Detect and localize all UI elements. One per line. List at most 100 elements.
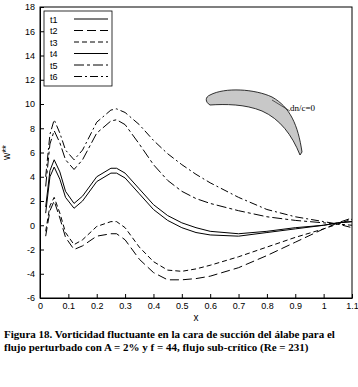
y-tick-label: 10 [25,99,35,109]
legend: t1t2 t3t4 t5t6 [44,11,112,86]
series-line [46,120,352,225]
y-tick-label: -4 [27,269,35,279]
y-tick-mark [40,153,44,154]
x-tick-mark [324,294,325,298]
legend-swatch [74,42,108,43]
x-tick-label: 0.3 [119,301,132,311]
x-tick: 0.4 [148,294,161,311]
y-axis-title: w** [1,145,12,161]
blade-inset [206,90,302,155]
legend-swatch [74,53,108,54]
y-tick-mark [40,80,44,81]
y-tick: 2 [30,196,44,206]
series-line [46,167,352,236]
legend-label: t1 [50,15,58,25]
y-tick-mark [40,225,44,226]
x-tick-label: 0 [38,301,43,311]
x-tick-label: 1.1 [346,301,358,311]
y-tick-label: -6 [27,293,35,303]
series-line [46,109,352,228]
y-tick: -2 [27,245,44,255]
y-axis: -6 -4 -2 0 2 4 6 8 10 12 14 16 18 [25,2,44,303]
x-tick: 0.7 [233,294,246,311]
y-tick-label: 16 [25,27,35,37]
x-tick-mark [153,294,154,298]
y-tick-label: 18 [25,2,35,12]
y-tick: 12 [25,75,44,85]
y-tick-label: 2 [30,196,35,206]
x-axis: 0 0.1 0.2 0.3 0.4 0.5 0.6 0.7 0.8 0.9 1 1.1 [38,294,358,311]
x-tick-mark [97,294,98,298]
y-tick: 6 [30,148,44,158]
y-tick-mark [40,56,44,57]
y-tick-label: -2 [27,245,35,255]
y-tick: 4 [30,172,44,182]
plot-frame [40,7,352,298]
legend-swatch [74,19,108,20]
x-tick-label: 0.9 [290,301,303,311]
y-tick: -4 [27,269,44,279]
x-tick: 1 [322,294,327,311]
x-tick: 0.6 [204,294,217,311]
legend-swatch [74,30,108,31]
y-tick-mark [40,250,44,251]
x-tick-label: 0.4 [148,301,161,311]
y-tick-mark [40,274,44,275]
y-tick: 10 [25,99,44,109]
x-tick-mark [182,294,183,298]
x-tick-label: 0.7 [233,301,246,311]
x-tick-label: 0.6 [204,301,217,311]
y-tick-mark [40,7,44,8]
y-tick-label: 14 [25,51,35,61]
y-tick-mark [40,298,44,299]
y-tick-mark [40,104,44,105]
plot: 0 0.1 0.2 0.3 0.4 0.5 0.6 0.7 0.8 0.9 1 1.1 -6 -4 -2 0 2… [25,2,358,311]
lines [46,109,352,280]
annotation: dn/c=0 [290,103,316,113]
y-tick: -6 [27,293,44,303]
y-tick-label: 8 [30,124,35,134]
legend-label: t2 [50,26,58,36]
y-tick: 14 [25,51,44,61]
y-tick-label: 0 [30,221,35,231]
legend-swatch [74,76,108,77]
legend-label: t4 [50,49,58,59]
x-tick-label: 1 [322,301,327,311]
y-tick-mark [40,177,44,178]
x-tick-mark [352,294,353,298]
y-tick-label: 6 [30,148,35,158]
y-tick-mark [40,31,44,32]
legend-label: t3 [50,38,58,48]
x-tick: 1.1 [346,294,358,311]
x-tick-label: 0.1 [63,301,76,311]
legend-label: t5 [50,61,58,71]
x-tick: 0.8 [261,294,274,311]
series-line [46,201,352,280]
chart: 0 0.1 0.2 0.3 0.4 0.5 0.6 0.7 0.8 0.9 1 1.1 -6 -4 -2 0 2… [0,0,358,387]
series-line [46,197,352,271]
x-tick-mark [210,294,211,298]
x-tick: 0.2 [91,294,104,311]
legend-box [44,11,112,86]
x-tick-mark [239,294,240,298]
x-tick: 0.3 [119,294,132,311]
y-tick: 18 [25,2,44,12]
x-tick: 0.5 [176,294,189,311]
y-tick: 0 [30,221,44,231]
x-tick-mark [295,294,296,298]
legend-swatch [74,65,108,66]
x-tick: 0.1 [63,294,76,311]
series-line [46,160,352,234]
caption: Figura 18. Vorticidad fluctuante en la c… [4,328,335,354]
y-tick-mark [40,128,44,129]
legend-label: t6 [50,72,58,82]
x-tick-label: 0.2 [91,301,104,311]
x-axis-line [41,298,353,299]
x-tick-label: 0.8 [261,301,274,311]
x-tick-mark [125,294,126,298]
x-axis-title: x [194,312,199,323]
y-tick: 16 [25,27,44,37]
y-tick-label: 12 [25,75,35,85]
annotation-leader [272,100,290,111]
y-tick: 8 [30,124,44,134]
